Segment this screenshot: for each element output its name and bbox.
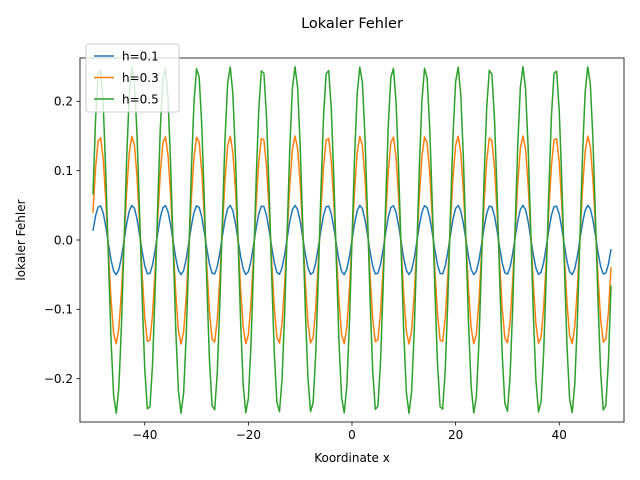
x-tick-label: −20 (236, 428, 261, 442)
x-tick-label: 40 (552, 428, 567, 442)
x-tick-label: 20 (448, 428, 463, 442)
y-tick-label: 0.0 (54, 233, 73, 247)
y-tick-label: −0.1 (44, 303, 73, 317)
y-tick-label: −0.2 (44, 372, 73, 386)
legend-label: h=0.5 (122, 92, 159, 106)
legend-label: h=0.1 (122, 49, 159, 63)
legend-label: h=0.3 (122, 71, 159, 85)
y-axis-label: lokaler Fehler (14, 199, 28, 280)
x-axis: −40 −20 0 20 40 (132, 422, 567, 442)
y-axis: −0.2 −0.1 0.0 0.1 0.2 (44, 95, 80, 386)
legend-box (85, 43, 180, 113)
chart-title: Lokaler Fehler (301, 16, 403, 32)
y-tick-label: 0.1 (54, 164, 73, 178)
series-line-h-0-5 (92, 65, 612, 415)
x-axis-label: Koordinate x (314, 451, 390, 465)
x-tick-label: 0 (348, 428, 356, 442)
y-tick-label: 0.2 (54, 95, 73, 109)
legend: h=0.1 h=0.3 h=0.5 (85, 43, 180, 113)
x-tick-label: −40 (132, 428, 157, 442)
plot-lines (92, 65, 612, 415)
